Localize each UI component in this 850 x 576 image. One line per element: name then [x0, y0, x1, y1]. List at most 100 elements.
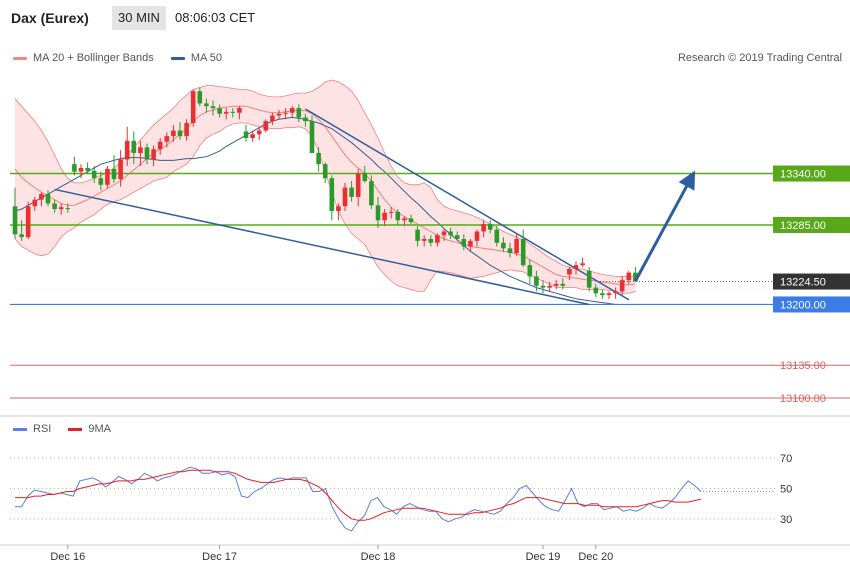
candle[interactable] [230, 108, 236, 118]
candle[interactable] [329, 175, 335, 221]
candle[interactable] [468, 239, 473, 253]
candle[interactable] [448, 227, 453, 239]
candle[interactable] [289, 106, 295, 118]
candle[interactable] [534, 270, 539, 292]
candle[interactable] [382, 209, 387, 226]
candle[interactable] [98, 171, 104, 191]
candle[interactable] [494, 225, 500, 247]
candle[interactable] [613, 287, 618, 299]
candle[interactable] [322, 162, 328, 183]
candle[interactable] [408, 214, 414, 225]
rsi-pane[interactable]: 70 50 30 [10, 453, 792, 532]
candle[interactable] [303, 113, 308, 127]
candle[interactable] [45, 190, 51, 207]
candle[interactable] [520, 229, 526, 268]
candle[interactable] [362, 166, 368, 183]
candle[interactable] [481, 220, 486, 238]
candle[interactable] [540, 280, 546, 294]
candle[interactable] [421, 235, 427, 247]
candle[interactable] [402, 216, 407, 226]
candle[interactable] [124, 126, 130, 167]
candle[interactable] [573, 261, 579, 275]
candle[interactable] [65, 203, 71, 213]
candle[interactable] [237, 106, 242, 120]
candle[interactable] [217, 104, 222, 118]
candle[interactable] [619, 276, 625, 296]
candle[interactable] [547, 282, 552, 292]
candle[interactable] [435, 233, 440, 247]
candle[interactable] [58, 203, 64, 215]
candle[interactable] [415, 225, 420, 247]
candle-body [58, 207, 64, 210]
candle[interactable] [349, 181, 354, 202]
candle[interactable] [111, 154, 117, 183]
candle[interactable] [309, 115, 315, 153]
candle[interactable] [210, 100, 216, 116]
candle[interactable] [276, 109, 282, 120]
candle[interactable] [474, 229, 480, 247]
candle[interactable] [600, 289, 605, 299]
candle[interactable] [428, 235, 434, 247]
candle[interactable] [85, 162, 90, 174]
price-pane[interactable]: 13340.00 13285.00 13224.50 13200.00 13135.00… [0, 79, 850, 417]
candle[interactable] [72, 156, 77, 176]
candle[interactable] [250, 130, 255, 142]
candle[interactable] [25, 201, 31, 239]
candle[interactable] [283, 108, 288, 120]
candle[interactable] [342, 182, 348, 211]
candle[interactable] [52, 199, 57, 213]
candle[interactable] [626, 270, 632, 284]
candle[interactable] [118, 150, 123, 187]
candle[interactable] [296, 104, 302, 123]
interval-selector[interactable]: 30 MIN [112, 6, 166, 30]
candle[interactable] [144, 143, 150, 165]
candle[interactable] [567, 267, 572, 281]
candle[interactable] [32, 196, 38, 211]
candle[interactable] [586, 267, 592, 292]
candle[interactable] [316, 147, 321, 172]
candle[interactable] [190, 89, 196, 127]
candle[interactable] [507, 242, 513, 258]
candle[interactable] [375, 196, 381, 228]
candle[interactable] [395, 209, 401, 225]
candle[interactable] [461, 234, 467, 251]
candle[interactable] [527, 259, 533, 284]
candle[interactable] [441, 229, 447, 241]
candle[interactable] [454, 231, 460, 241]
candle[interactable] [270, 112, 275, 125]
candle[interactable] [12, 187, 18, 239]
candle[interactable] [204, 98, 209, 113]
candle[interactable] [78, 164, 84, 179]
candle[interactable] [263, 119, 269, 133]
candle[interactable] [39, 192, 44, 207]
candle[interactable] [19, 220, 24, 241]
candle[interactable] [593, 283, 599, 297]
candle[interactable] [243, 124, 249, 142]
candle[interactable] [514, 234, 519, 256]
candle[interactable] [388, 207, 394, 219]
candle[interactable] [487, 220, 493, 234]
candle[interactable] [606, 291, 612, 299]
candle[interactable] [560, 278, 566, 290]
candle[interactable] [164, 132, 170, 148]
candle[interactable] [151, 145, 156, 167]
candle[interactable] [171, 124, 176, 142]
candle[interactable] [553, 280, 559, 290]
candle[interactable] [355, 168, 361, 207]
candle[interactable] [157, 138, 163, 155]
candle[interactable] [184, 119, 189, 141]
candle-body [448, 231, 453, 236]
candle[interactable] [369, 175, 374, 210]
candle[interactable] [91, 166, 97, 183]
candle[interactable] [256, 126, 262, 140]
candle[interactable] [223, 108, 229, 120]
candle[interactable] [580, 257, 585, 268]
candle[interactable] [177, 122, 183, 140]
candle[interactable] [105, 166, 110, 189]
candle[interactable] [131, 131, 137, 165]
candle[interactable] [501, 237, 506, 253]
candle[interactable] [138, 140, 143, 167]
candle[interactable] [197, 87, 203, 107]
candle[interactable] [336, 203, 341, 221]
